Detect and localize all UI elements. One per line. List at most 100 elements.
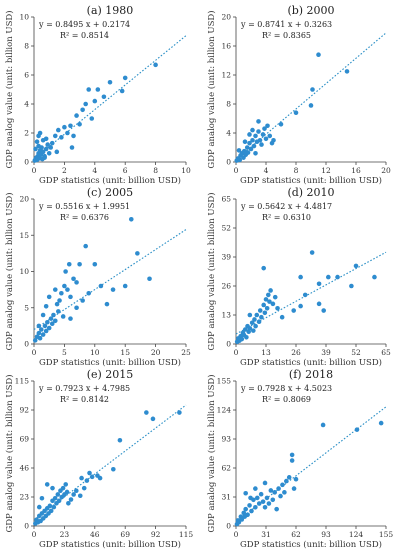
data-point: [117, 437, 123, 443]
x-tick-label: 10: [90, 348, 100, 357]
x-tick-label: 20: [151, 348, 161, 357]
data-point: [54, 301, 60, 307]
data-point: [83, 101, 88, 107]
data-point: [256, 319, 262, 324]
data-point: [73, 488, 79, 493]
data-point: [264, 306, 270, 311]
data-point: [291, 486, 297, 491]
data-point: [52, 495, 58, 501]
regression-equation: y = 0.5516 x + 1.9951: [38, 202, 130, 211]
data-point: [56, 127, 61, 133]
x-tick-label: 62: [291, 530, 301, 539]
data-point: [110, 287, 116, 292]
chart-title: (f) 2018: [289, 368, 333, 381]
x-tick-label: 39: [321, 348, 331, 357]
data-point: [252, 317, 257, 322]
data-point: [81, 485, 87, 491]
data-point: [274, 506, 279, 512]
data-point: [38, 327, 44, 332]
data-point: [128, 217, 134, 222]
data-point: [150, 416, 156, 422]
data-point: [280, 482, 285, 488]
x-tick-label: 65: [381, 348, 391, 357]
data-point: [122, 75, 128, 81]
data-point: [40, 332, 46, 337]
data-point: [66, 261, 72, 267]
r-squared: R² = 0.6376: [60, 213, 109, 222]
data-point: [259, 314, 264, 320]
y-axis-label: GDP analog value (unit: billion USD): [4, 10, 15, 168]
data-point: [111, 466, 116, 472]
data-point: [309, 250, 315, 255]
data-point: [310, 87, 315, 92]
data-point: [248, 495, 253, 501]
x-tick-label: 16: [351, 166, 361, 175]
x-tick-label: 10: [181, 166, 191, 175]
data-point: [79, 475, 84, 481]
data-point: [344, 69, 350, 74]
data-point: [62, 283, 67, 289]
data-point: [243, 506, 248, 512]
y-tick-label: 8: [24, 42, 29, 51]
data-point: [242, 327, 248, 332]
data-point: [251, 143, 257, 149]
data-point: [320, 422, 326, 428]
data-point: [63, 269, 68, 274]
data-point: [101, 94, 107, 100]
data-point: [278, 122, 284, 127]
data-point: [71, 492, 76, 497]
data-point: [286, 475, 292, 480]
data-point: [293, 476, 299, 482]
data-point: [250, 137, 255, 143]
data-point: [68, 123, 73, 129]
r-squared: R² = 0.8142: [60, 395, 109, 404]
data-point: [245, 512, 250, 518]
y-tick-label: 0: [226, 158, 231, 167]
data-point: [268, 288, 273, 293]
chart-title: (d) 2010: [287, 186, 334, 199]
data-point: [122, 283, 128, 289]
y-axis-label: GDP analog value (unit: billion USD): [206, 192, 217, 350]
data-point: [316, 301, 322, 307]
trend-line: [33, 35, 187, 160]
y-tick-label: 115: [15, 377, 30, 386]
r-squared: R² = 0.8069: [262, 395, 311, 404]
data-point: [247, 312, 253, 318]
data-point: [261, 302, 266, 308]
y-tick-label: 0: [24, 340, 29, 349]
data-point: [43, 136, 49, 142]
data-point: [242, 139, 248, 144]
data-point: [253, 486, 258, 491]
chart-title: (c) 2005: [87, 186, 133, 199]
data-point: [37, 335, 43, 341]
y-tick-label: 62: [221, 464, 231, 473]
data-point: [354, 427, 360, 432]
data-point: [40, 149, 46, 155]
data-point: [239, 336, 245, 342]
data-point: [46, 325, 52, 331]
data-point: [77, 261, 82, 267]
x-tick-label: 0: [32, 530, 37, 539]
data-point: [63, 482, 69, 487]
data-point: [270, 497, 276, 503]
y-tick-label: 93: [221, 435, 231, 444]
data-point: [33, 146, 38, 152]
data-point: [316, 281, 322, 287]
data-point: [64, 489, 70, 495]
x-axis-label: GDP statistics (unit: billion USD): [240, 539, 382, 550]
data-point: [74, 305, 79, 311]
y-tick-label: 124: [217, 406, 232, 415]
data-point: [98, 283, 104, 289]
data-point: [68, 497, 74, 502]
data-point: [267, 299, 272, 304]
data-point: [293, 110, 299, 115]
data-point: [272, 294, 278, 300]
chart-title: (a) 1980: [87, 4, 134, 17]
data-point: [37, 130, 43, 136]
data-point: [257, 308, 263, 313]
data-point: [263, 136, 269, 142]
data-point: [249, 508, 254, 514]
y-tick-label: 15: [19, 231, 29, 240]
